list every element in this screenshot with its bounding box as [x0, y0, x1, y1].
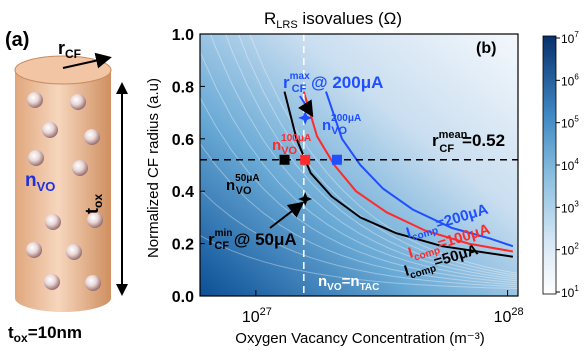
x-tick-label: 1028: [494, 306, 524, 326]
y-tick-label: 0.0: [172, 289, 194, 306]
colorbar-tick-label: 102: [561, 242, 579, 258]
marker-label-blue-star: rmax CF @ 200μA: [283, 71, 383, 95]
thickness-value: tox=10nm: [8, 323, 82, 345]
vacancy-sphere: [27, 92, 43, 108]
colorbar-tick-label: 105: [561, 115, 579, 131]
vacancy-sphere: [85, 275, 101, 291]
isovalue-contour: [249, 34, 518, 274]
marker-black-square: [279, 154, 290, 165]
vacancy-sphere: [70, 94, 86, 110]
isovalue-contour: [237, 34, 518, 276]
thickness-arrow-top: [116, 82, 128, 94]
panel-label-a: (a): [5, 29, 29, 51]
vacancy-sphere: [84, 129, 100, 145]
vacancy-sphere: [87, 212, 103, 228]
radius-label: rCF: [58, 38, 81, 61]
vacancy-sphere: [44, 274, 60, 290]
y-tick-label: 0.2: [172, 237, 194, 254]
y-axis: 0.0 0.2 0.4 0.6 0.8 1.0: [172, 27, 205, 306]
schematic-panel: (a) rCF nVO tox tox=10nm: [5, 29, 128, 345]
isovalue-contour: [209, 34, 518, 280]
marker-label-black-star: rmin CF @ 50μA: [208, 228, 297, 252]
x-axis: 1027 1028: [242, 290, 524, 326]
isovalue-contours: [200, 34, 518, 289]
marker-blue-square: [331, 154, 342, 165]
svg-text:Normalized CF radius (a.u): Normalized CF radius (a.u): [145, 78, 162, 258]
isovalue-contour: [200, 235, 518, 289]
isovalue-contour: [200, 51, 518, 282]
arrow-to-min-star: [269, 201, 305, 229]
vacancy-sphere: [26, 242, 42, 258]
reference-label-horizontal: rmean CF =0.52: [432, 129, 505, 155]
colorbar-tick-label: 103: [561, 199, 579, 215]
isovalue-contour: [200, 189, 518, 288]
y-tick-label: 0.6: [172, 132, 194, 149]
isovalue-contour: [224, 34, 518, 278]
marker-red-square: [300, 154, 311, 165]
marker-label-black-square: n50μA VO: [226, 173, 260, 197]
compliance-curves: [283, 91, 514, 258]
y-tick-label: 0.8: [172, 79, 194, 96]
isovalue-contour: [200, 97, 518, 284]
panel-label-b: (b): [476, 40, 496, 57]
vacancy-sphere: [72, 160, 88, 176]
vacancy-sphere: [45, 214, 61, 230]
y-tick-label: 1.0: [172, 27, 194, 44]
y-axis-label: Normalized CF radius (a.u): [145, 78, 162, 258]
thickness-arrow-bottom: [116, 284, 128, 296]
series-line-2: [283, 91, 514, 258]
filament-cylinder: [15, 70, 111, 312]
thickness-label: tox: [82, 194, 105, 214]
marker-black-star: [298, 192, 313, 207]
colorbar-ticks: 101 102 103 104 105 106 107: [556, 30, 579, 300]
colorbar-tick-label: 106: [561, 72, 579, 88]
colorbar: [542, 35, 557, 295]
colorbar-tick-label: 101: [561, 284, 579, 300]
y-tick-label: 0.4: [172, 184, 194, 201]
density-label: nVO: [25, 170, 55, 194]
vacancy-spheres: [26, 92, 103, 291]
vacancy-sphere: [42, 122, 58, 138]
markers: [279, 110, 342, 207]
vacancy-sphere: [66, 244, 82, 260]
series-line-0: [325, 91, 514, 248]
colorbar-tick-label: 107: [561, 30, 579, 46]
chart-panel: RLRS isovalues (Ω) Icomp=200μAIcomp=100μ…: [145, 9, 579, 347]
reference-label-vertical: nVO=nTAC: [318, 273, 379, 293]
plot-frame: [199, 33, 519, 297]
vacancy-sphere: [28, 150, 44, 166]
series-line-1: [302, 91, 514, 253]
isovalue-contour: [200, 143, 518, 286]
arrow-to-max-star: [298, 95, 314, 118]
x-tick-label: 1027: [242, 306, 272, 326]
radius-arrow: [62, 52, 112, 69]
svg-text:tox: tox: [82, 194, 105, 214]
marker-label-red-square: n100μA VO: [272, 133, 311, 157]
chart-title: RLRS isovalues (Ω): [264, 9, 402, 31]
marker-blue-star: [298, 110, 313, 125]
x-axis-label: Oxygen Vacancy Concentration (m⁻³): [235, 330, 484, 347]
colorbar-tick-label: 104: [561, 157, 579, 173]
reference-lines: [200, 34, 518, 296]
marker-label-blue-square: n200μA VO: [322, 113, 361, 137]
plot-area: [200, 34, 518, 296]
